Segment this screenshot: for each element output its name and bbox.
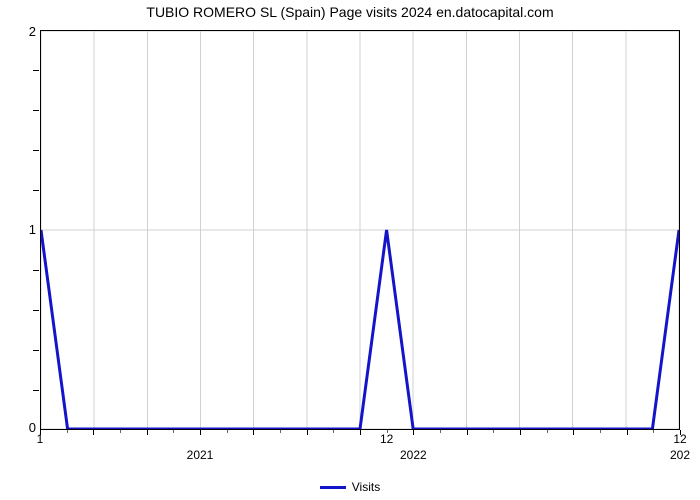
x-major-label: 2022 (400, 448, 427, 462)
chart-title: TUBIO ROMERO SL (Spain) Page visits 2024… (0, 4, 700, 20)
legend-swatch (320, 486, 346, 489)
x-sub-label: 12 (380, 432, 393, 446)
x-major-label: 202 (670, 448, 690, 462)
x-sub-label: 12 (673, 432, 686, 446)
chart-container: TUBIO ROMERO SL (Spain) Page visits 2024… (0, 0, 700, 500)
y-tick-label: 2 (6, 24, 36, 39)
plot-svg (41, 31, 679, 429)
x-major-label: 2021 (187, 448, 214, 462)
grid (41, 31, 679, 429)
y-tick-label: 1 (6, 222, 36, 237)
x-sub-label: 1 (37, 432, 44, 446)
y-tick-label: 0 (6, 420, 36, 435)
legend: Visits (0, 480, 700, 494)
legend-label: Visits (352, 480, 380, 494)
plot-area (40, 30, 680, 430)
x-major-labels: 20212022202 (40, 448, 680, 464)
